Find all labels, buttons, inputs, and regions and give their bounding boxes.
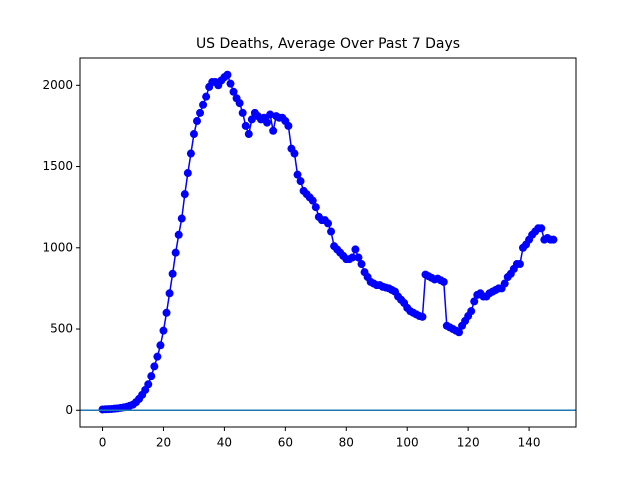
data-point — [159, 326, 168, 335]
data-point — [354, 253, 363, 262]
data-point — [241, 121, 250, 130]
data-point — [455, 328, 464, 337]
x-tick-label: 20 — [156, 436, 171, 450]
data-point — [537, 224, 546, 233]
data-point — [192, 117, 201, 126]
x-tick-label: 0 — [99, 436, 107, 450]
data-point — [247, 115, 256, 124]
data-point — [235, 99, 244, 108]
data-point — [223, 70, 232, 79]
data-point — [348, 253, 357, 262]
chart-title: US Deaths, Average Over Past 7 Days — [196, 36, 460, 52]
data-point — [174, 230, 183, 239]
data-point — [196, 108, 205, 117]
data-point — [266, 110, 275, 119]
data-point — [171, 248, 180, 257]
x-tick-label: 60 — [278, 436, 293, 450]
data-point — [351, 245, 360, 254]
data-point — [147, 372, 156, 381]
data-point — [418, 312, 427, 321]
data-point — [357, 260, 366, 269]
data-point — [150, 362, 159, 371]
data-point — [244, 130, 253, 139]
plot-frame — [79, 57, 577, 428]
data-point — [327, 227, 336, 236]
data-point — [186, 149, 195, 158]
data-point — [296, 177, 305, 186]
x-tick-label: 100 — [396, 436, 419, 450]
y-tick-label: 0 — [65, 403, 73, 417]
data-point — [168, 269, 177, 278]
data-point — [229, 87, 238, 96]
data-point — [269, 126, 278, 135]
data-point — [324, 219, 332, 228]
data-point — [467, 307, 476, 316]
data-point — [165, 289, 174, 298]
data-point — [156, 341, 165, 350]
data-point — [177, 214, 186, 223]
data-point — [238, 108, 247, 117]
data-point — [162, 308, 171, 317]
data-point — [189, 130, 198, 139]
data-point — [180, 190, 189, 199]
x-tick-label: 40 — [217, 436, 232, 450]
data-point — [308, 196, 317, 205]
y-tick-label: 1500 — [42, 159, 73, 173]
data-point — [470, 297, 479, 306]
x-tick-label: 120 — [457, 436, 480, 450]
y-tick-label: 500 — [50, 322, 73, 336]
data-point — [284, 121, 293, 130]
data-point — [500, 279, 509, 288]
data-point — [311, 203, 320, 212]
data-point — [226, 79, 235, 88]
data-point — [263, 118, 272, 127]
x-tick-label: 80 — [339, 436, 354, 450]
data-point — [183, 169, 192, 178]
y-tick-label: 2000 — [42, 78, 73, 92]
y-tick-label: 1000 — [42, 240, 73, 254]
data-point — [153, 352, 162, 361]
data-point — [199, 100, 208, 109]
data-point — [439, 277, 448, 286]
data-point — [293, 170, 302, 179]
data-point — [144, 380, 153, 389]
data-point — [202, 92, 211, 101]
x-tick-label: 140 — [518, 436, 541, 450]
data-point — [549, 235, 558, 244]
data-point — [515, 260, 524, 269]
data-point — [290, 149, 299, 158]
